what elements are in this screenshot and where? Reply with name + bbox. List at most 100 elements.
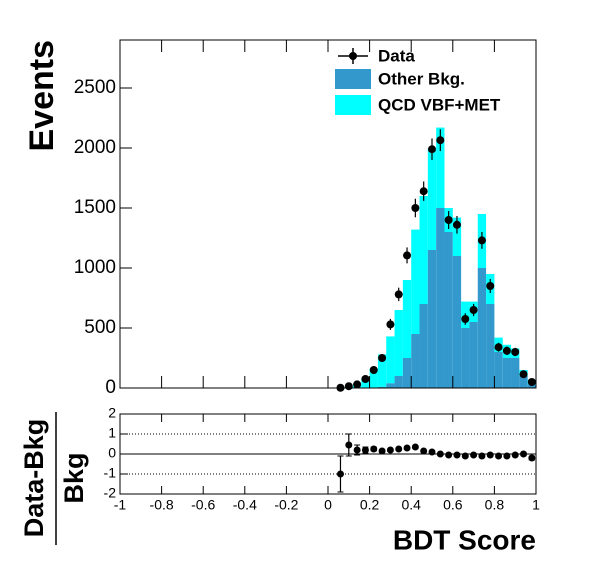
bar — [386, 383, 395, 388]
legend-swatch — [335, 95, 371, 115]
x-tick-label: 0 — [324, 497, 332, 513]
y-tick-label: 2 — [108, 405, 116, 421]
bar — [361, 378, 370, 388]
bar — [519, 376, 528, 388]
data-point — [419, 187, 428, 196]
bar — [394, 376, 403, 388]
data-point — [486, 282, 495, 290]
bar — [436, 127, 445, 208]
data-point — [370, 445, 378, 453]
bar — [369, 368, 378, 388]
data-point — [461, 452, 469, 460]
data-point — [519, 370, 528, 379]
legend-label: Other Bkg. — [378, 69, 465, 88]
data-point — [345, 441, 353, 449]
y-tick-label: 2500 — [74, 77, 116, 98]
legend-label: QCD VBF+MET — [378, 95, 501, 114]
data-point — [503, 452, 511, 460]
data-point — [411, 443, 419, 451]
data-point — [452, 220, 461, 229]
bar — [469, 322, 478, 388]
y-tick-label: -2 — [104, 485, 117, 501]
bar — [461, 328, 470, 388]
y-tick-label: 500 — [84, 317, 116, 338]
bar — [411, 229, 420, 334]
y-tick-label: 1 — [108, 425, 116, 441]
data-point — [453, 451, 461, 459]
data-point — [344, 382, 353, 391]
data-point — [378, 354, 387, 362]
bar — [494, 352, 503, 388]
data-point — [378, 447, 386, 455]
data-point — [411, 204, 420, 212]
data-point — [502, 346, 511, 355]
bar — [511, 358, 520, 388]
data-point — [395, 445, 403, 453]
bar — [402, 280, 412, 358]
x-tick-label: -1 — [114, 497, 127, 513]
y-tick-label: 0 — [105, 377, 116, 398]
bar — [486, 304, 495, 388]
x-tick-label: 0.4 — [401, 497, 421, 513]
data-point — [353, 380, 362, 389]
data-point — [353, 446, 361, 454]
x-axis-label: BDT Score — [393, 524, 536, 555]
ratio-label-numerator: Data-Bkg — [19, 419, 49, 538]
bar — [394, 310, 403, 376]
bar — [452, 217, 462, 256]
data-point — [469, 306, 478, 314]
bar — [436, 208, 445, 388]
legend-label: Data — [378, 46, 415, 65]
y-tick-label: 0 — [108, 445, 116, 461]
data-point — [403, 444, 411, 452]
x-tick-label: -0.4 — [233, 497, 257, 513]
x-tick-label: -0.6 — [191, 497, 215, 513]
bar — [377, 386, 387, 388]
legend: Data Other Bkg. QCD VBF+MET — [335, 46, 501, 115]
bar — [386, 336, 395, 384]
bar — [502, 358, 512, 388]
bar — [402, 358, 412, 388]
data-point — [336, 470, 344, 478]
x-tick-label: 0.2 — [360, 497, 380, 513]
data-point — [361, 375, 370, 383]
y-tick-label: 1500 — [74, 197, 116, 218]
data-point — [386, 446, 394, 454]
y-tick-label: -1 — [104, 465, 117, 481]
bar — [411, 334, 420, 388]
data-point — [394, 290, 403, 299]
bar — [444, 232, 453, 388]
bar — [419, 196, 428, 304]
data-point — [527, 378, 536, 386]
data-point — [520, 450, 528, 458]
data-point — [477, 236, 486, 245]
ratio-label-denominator: Bkg — [59, 452, 89, 503]
data-point — [428, 145, 436, 154]
data-point — [494, 343, 503, 352]
y-axis-label: Events — [23, 40, 61, 152]
y-tick-label: 1000 — [74, 257, 116, 278]
data-point — [495, 452, 503, 460]
data-point — [511, 348, 520, 356]
data-point — [361, 446, 369, 454]
y-tick-label: 2000 — [74, 137, 116, 158]
data-point — [486, 451, 494, 459]
bar — [377, 354, 387, 387]
legend-swatch — [335, 69, 371, 89]
data-point — [470, 451, 478, 459]
data-point — [528, 454, 536, 462]
legend-marker — [349, 52, 357, 60]
data-point — [403, 251, 412, 260]
x-tick-label: 0.6 — [443, 497, 463, 513]
data-point — [386, 320, 395, 329]
data-point — [369, 366, 378, 374]
bar — [419, 304, 428, 388]
bar — [427, 250, 437, 388]
bar — [427, 148, 437, 250]
bar — [452, 256, 462, 388]
data-point — [444, 216, 453, 224]
data-point — [478, 452, 486, 460]
x-tick-label: -0.8 — [150, 497, 174, 513]
data-point — [445, 451, 453, 459]
